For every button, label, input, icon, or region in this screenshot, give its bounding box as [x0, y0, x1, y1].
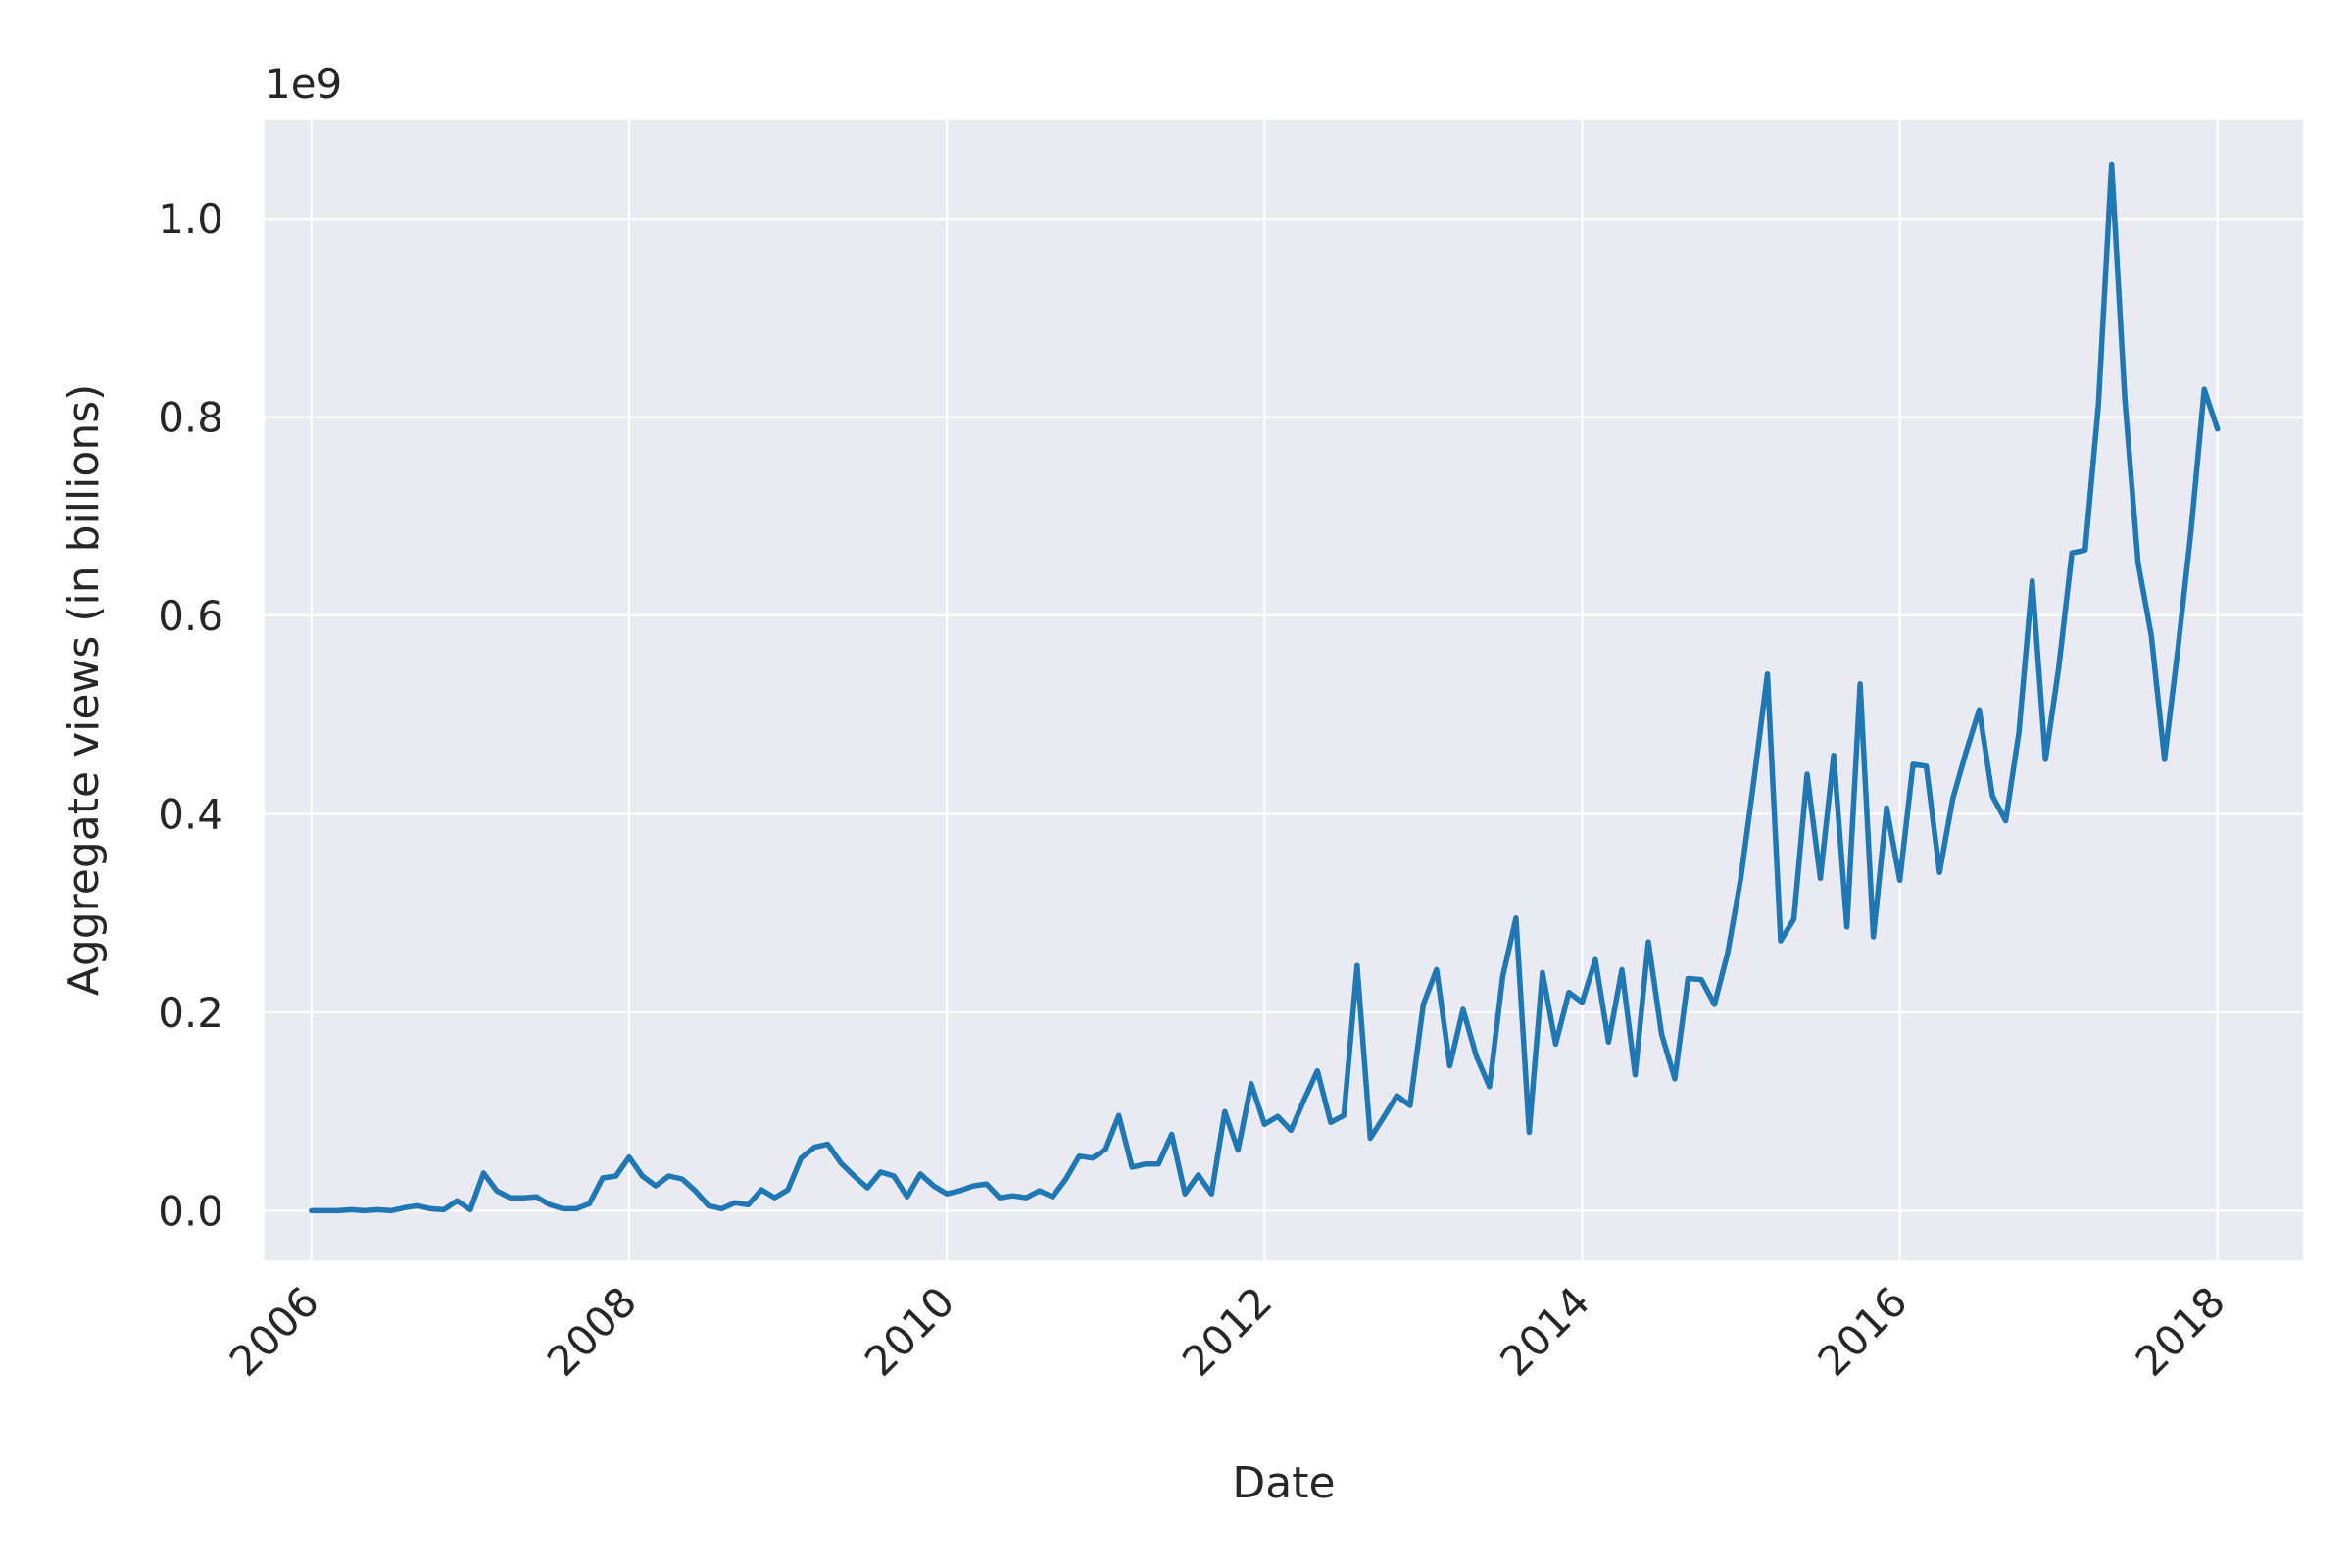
y-tick-label: 0.4	[158, 791, 223, 839]
x-tick-label: 2012	[1173, 1277, 1281, 1385]
x-tick-label: 2010	[856, 1277, 963, 1385]
x-tick-label: 2014	[1491, 1277, 1598, 1385]
x-tick-label: 2008	[538, 1277, 646, 1385]
y-offset-label: 1e9	[265, 60, 342, 108]
y-tick-label: 0.8	[158, 394, 223, 442]
x-axis-ticks: 2006 2008 2010 2012 2014 2016 2018	[220, 1277, 2234, 1385]
y-tick-label: 0.0	[158, 1187, 223, 1235]
y-tick-label: 1.0	[158, 195, 223, 243]
y-axis-ticks: 0.0 0.2 0.4 0.6 0.8 1.0	[158, 195, 223, 1235]
x-axis-label: Date	[1232, 1458, 1335, 1508]
x-tick-label: 2006	[220, 1277, 328, 1385]
plot-area	[265, 120, 2303, 1260]
y-tick-label: 0.6	[158, 592, 223, 640]
series-layer	[309, 161, 2221, 1214]
x-tick-label: 2018	[2127, 1277, 2234, 1385]
y-axis-label: Aggregate views (in billions)	[59, 384, 109, 997]
gridlines	[265, 120, 2303, 1260]
y-tick-label: 0.2	[158, 989, 223, 1037]
series-line	[309, 161, 2221, 1214]
x-tick-label: 2016	[1808, 1277, 1916, 1385]
